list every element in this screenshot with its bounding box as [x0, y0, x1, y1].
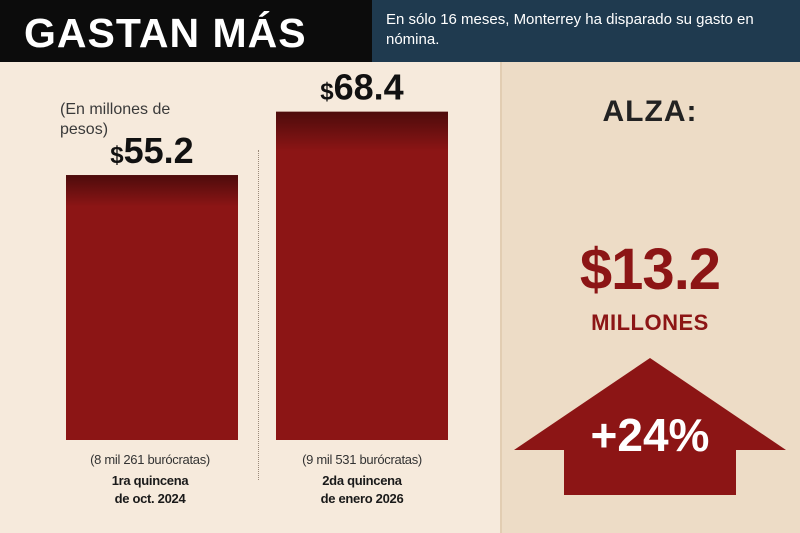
increase-percent: +24% — [590, 409, 710, 461]
bar-value: 55.2 — [124, 130, 194, 171]
increase-label: ALZA: — [602, 95, 698, 128]
bar-1-shade — [66, 175, 238, 441]
category-note-2: (9 mil 531 burócratas) — [302, 452, 422, 467]
bar-value: 68.4 — [334, 67, 404, 108]
subtitle-box: En sólo 16 meses, Monterrey ha disparado… — [372, 0, 800, 62]
bar-2-shade — [276, 111, 448, 441]
category-label-1-line-1: 1ra quincena — [111, 473, 189, 488]
category-label-2-line-1: 2da quincena — [322, 473, 402, 488]
page-title: GASTAN MÁS — [24, 10, 307, 56]
currency-symbol: $ — [110, 142, 124, 169]
bars-group: $55.2$68.4 — [66, 67, 448, 441]
header-bar: GASTAN MÁS En sólo 16 meses, Monterrey h… — [0, 0, 800, 62]
category-label-2: 2da quincena de enero 2026 — [262, 472, 462, 508]
unit-note: (En millones de pesos) — [60, 101, 171, 138]
category-label-2-line-2: de enero 2026 — [320, 491, 404, 506]
bar-value-label-2: $68.4 — [320, 67, 403, 108]
bar-chart: $55.2$68.4 — [66, 67, 448, 441]
currency-symbol: $ — [320, 79, 334, 106]
increase-amount: $13.2 — [579, 237, 721, 302]
bar-divider — [258, 150, 259, 480]
bar-value-label-1: $55.2 — [110, 130, 193, 171]
category-label-1: 1ra quincena de oct. 2024 — [50, 472, 250, 508]
page-subtitle: En sólo 16 meses, Monterrey ha disparado… — [386, 11, 754, 48]
up-arrow-icon — [514, 358, 786, 495]
increase-unit: MILLONES — [591, 310, 709, 335]
category-label-1-line-2: de oct. 2024 — [114, 491, 186, 506]
category-note-1: (8 mil 261 burócratas) — [90, 452, 210, 467]
